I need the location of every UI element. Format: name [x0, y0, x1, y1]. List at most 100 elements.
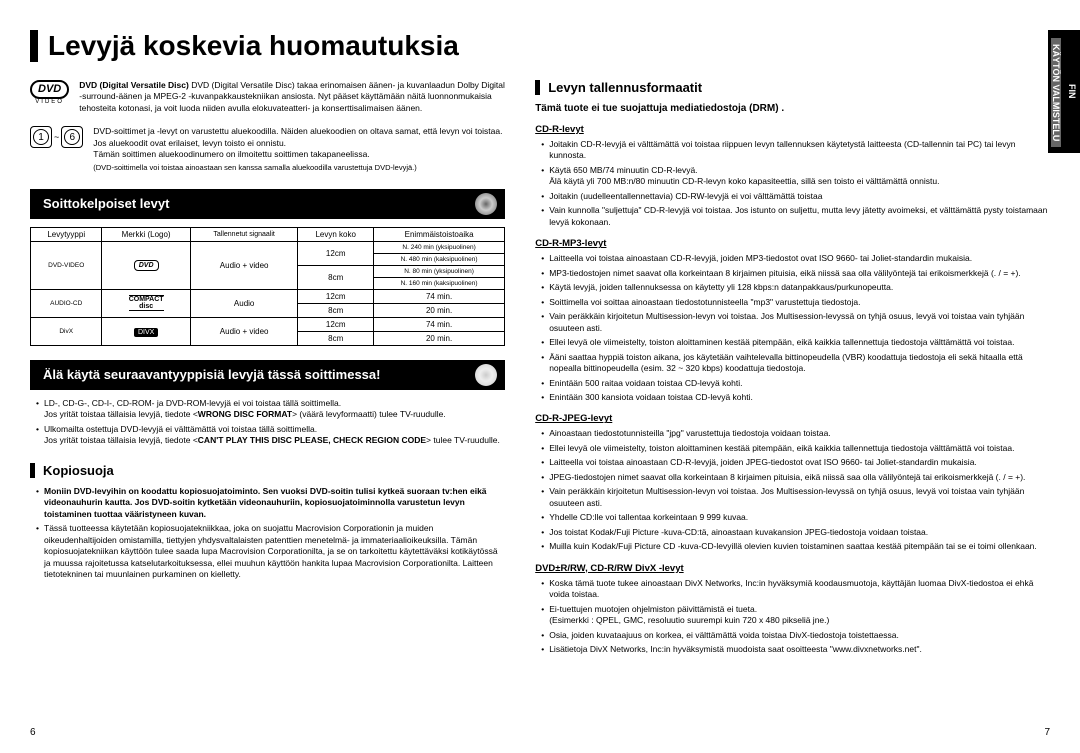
dvdrrw-bullets: Koska tämä tuote tukee ainoastaan DivX N…: [535, 578, 1050, 656]
left-column: DVD VIDEO DVD (Digital Versatile Disc) D…: [30, 80, 505, 658]
region-line2: Tämän soittimen aluekoodinumero on ilmoi…: [93, 149, 505, 160]
td-74-2: 74 min.: [373, 317, 504, 331]
mp3-b5: Vain peräkkäin kirjoitetun Multisession-…: [541, 311, 1050, 334]
td-8-1: 8cm: [298, 265, 374, 289]
disc-table: Levytyyppi Merkki (Logo) Tallennetut sig…: [30, 227, 505, 346]
th-maxtime: Enimmäistoistoaika: [373, 227, 504, 241]
td-divx-logo: DIVX: [102, 317, 190, 345]
jpeg-b2: Ellei levyä ole viimeistelty, toiston al…: [541, 443, 1050, 454]
disc-icon: [475, 193, 497, 215]
td-8-3: 8cm: [298, 331, 374, 345]
region-tilde: ~: [54, 132, 59, 142]
td-cd-logo: COMPACTdisc: [102, 289, 190, 317]
td-av1: Audio + video: [190, 241, 298, 289]
jpeg-b3: Laitteella voi toistaa ainoastaan CD-R-l…: [541, 457, 1050, 468]
td-12-1: 12cm: [298, 241, 374, 265]
cdrjpeg-bullets: Ainoastaan tiedostotunnisteilla "jpg" va…: [535, 428, 1050, 552]
td-8-2: 8cm: [298, 303, 374, 317]
divx-b3: Osia, joiden kuvataajuus on korkea, ei v…: [541, 630, 1050, 641]
td-74-1: 74 min.: [373, 289, 504, 303]
mp3-b9: Enintään 300 kansiota voidaan toistaa CD…: [541, 392, 1050, 403]
region-code-6: 6: [61, 126, 83, 148]
section-storage: Levyn tallennusformaatit: [535, 80, 1050, 95]
td-12-3: 12cm: [298, 317, 374, 331]
th-signals: Tallennetut signaalit: [190, 227, 298, 241]
jpeg-b1: Ainoastaan tiedostotunnisteilla "jpg" va…: [541, 428, 1050, 439]
td-audiocd: AUDIO-CD: [31, 289, 102, 317]
right-column: Levyn tallennusformaatit Tämä tuote ei t…: [535, 80, 1050, 658]
region-icons: 1 ~ 6: [30, 126, 83, 148]
region-line1: DVD-soittimet ja -levyt on varustettu al…: [93, 126, 505, 149]
mp3-b1: Laitteella voi toistaa ainoastaan CD-R-l…: [541, 253, 1050, 264]
td-480: N. 480 min (kaksipuolinen): [373, 253, 504, 265]
section-playable-title: Soittokelpoiset levyt: [43, 196, 169, 211]
th-logo: Merkki (Logo): [102, 227, 190, 241]
cdr-b3: Joitakin (uudelleentallennettavia) CD-RW…: [541, 191, 1050, 202]
dont-b2: Ulkomailta ostettuja DVD-levyjä ei vältt…: [36, 424, 505, 447]
section-dont-use: Älä käytä seuraavantyyppisiä levyjä täss…: [30, 360, 505, 390]
copy-bullets: Moniin DVD-levyihin on koodattu kopiosuo…: [30, 486, 505, 581]
td-80: N. 80 min (yksipuolinen): [373, 265, 504, 277]
td-12-2: 12cm: [298, 289, 374, 303]
cdr-b1: Joitakin CD-R-levyjä ei välttämättä voi …: [541, 139, 1050, 162]
dvd-logo-box: DVD VIDEO: [30, 80, 69, 114]
mp3-b7: Ääni saattaa hyppiä toiston aikana, jos …: [541, 352, 1050, 375]
cdr-heading: CD-R-levyt: [535, 124, 1050, 135]
jpeg-b8: Muilla kuin Kodak/Fuji Picture CD -kuva-…: [541, 541, 1050, 552]
cdr-bullets: Joitakin CD-R-levyjä ei välttämättä voi …: [535, 139, 1050, 228]
dvd-intro-block: DVD VIDEO DVD (Digital Versatile Disc) D…: [30, 80, 505, 114]
cdr-b4: Vain kunnolla "suljettuja" CD-R-levyjä v…: [541, 205, 1050, 228]
side-section-label: KÄYTÖN VALMISTELU: [1051, 38, 1061, 147]
section-playable-discs: Soittokelpoiset levyt: [30, 189, 505, 219]
td-20-2: 20 min.: [373, 331, 504, 345]
copy-b2: Tässä tuotteessa käytetään kopiosuojatek…: [36, 523, 505, 580]
lang-tag: FIN: [1067, 80, 1077, 103]
cdr-b2: Käytä 650 MB/74 minuutin CD-R-levyä.Älä …: [541, 165, 1050, 188]
page-title: Levyjä koskevia huomautuksia: [30, 30, 1050, 62]
dont-b1: LD-, CD-G-, CD-I-, CD-ROM- ja DVD-ROM-le…: [36, 398, 505, 421]
td-divx: DivX: [31, 317, 102, 345]
td-av2: Audio + video: [190, 317, 298, 345]
region-block: 1 ~ 6 DVD-soittimet ja -levyt on varuste…: [30, 126, 505, 173]
th-size: Levyn koko: [298, 227, 374, 241]
mp3-b3: Käytä levyjä, joiden tallennuksessa on k…: [541, 282, 1050, 293]
dvd-intro-text: DVD (Digital Versatile Disc) DVD (Digita…: [79, 80, 505, 114]
region-small: (DVD-soittimella voi toistaa ainoastaan …: [93, 163, 505, 173]
dvd-logo-sub: VIDEO: [30, 99, 69, 105]
mp3-b6: Ellei levyä ole viimeistelty, toiston al…: [541, 337, 1050, 348]
content-columns: DVD VIDEO DVD (Digital Versatile Disc) D…: [30, 80, 1050, 658]
section-copy: Kopiosuoja: [30, 463, 505, 478]
mp3-b8: Enintään 500 raitaa voidaan toistaa CD-l…: [541, 378, 1050, 389]
td-audio: Audio: [190, 289, 298, 317]
page-number-left: 6: [30, 727, 36, 738]
copy-b1: Moniin DVD-levyihin on koodattu kopiosuo…: [36, 486, 505, 520]
cdrjpeg-heading: CD-R-JPEG-levyt: [535, 413, 1050, 424]
drm-note: Tämä tuote ei tue suojattuja mediatiedos…: [535, 103, 1050, 114]
dont-bullets: LD-, CD-G-, CD-I-, CD-ROM- ja DVD-ROM-le…: [30, 398, 505, 447]
divx-b2: Ei-tuettujen muotojen ohjelmiston päivit…: [541, 604, 1050, 627]
th-type: Levytyyppi: [31, 227, 102, 241]
section-dont-title: Älä käytä seuraavantyyppisiä levyjä täss…: [43, 367, 380, 382]
cdrmp3-heading: CD-R-MP3-levyt: [535, 238, 1050, 249]
td-dvdvideo: DVD-VIDEO: [31, 241, 102, 289]
td-20-1: 20 min.: [373, 303, 504, 317]
dvd-logo: DVD: [30, 80, 69, 99]
td-240: N. 240 min (yksipuolinen): [373, 241, 504, 253]
dvdrrw-heading: DVD±R/RW, CD-R/RW DivX -levyt: [535, 563, 1050, 574]
region-code-1: 1: [30, 126, 52, 148]
jpeg-b7: Jos toistat Kodak/Fuji Picture -kuva-CD:…: [541, 527, 1050, 538]
td-160: N. 160 min (kaksipuolinen): [373, 277, 504, 289]
jpeg-b6: Yhdelle CD:lle voi tallentaa korkeintaan…: [541, 512, 1050, 523]
divx-b4: Lisätietoja DivX Networks, Inc:in hyväks…: [541, 644, 1050, 655]
no-disc-icon: [475, 364, 497, 386]
mp3-b2: MP3-tiedostojen nimet saavat olla korkei…: [541, 268, 1050, 279]
td-dvd-logo: DVD: [102, 241, 190, 289]
page-number-right: 7: [1044, 727, 1050, 738]
side-tab: FIN KÄYTÖN VALMISTELU: [1048, 30, 1080, 153]
jpeg-b4: JPEG-tiedostojen nimet saavat olla korke…: [541, 472, 1050, 483]
region-text: DVD-soittimet ja -levyt on varustettu al…: [93, 126, 505, 173]
mp3-b4: Soittimella voi soittaa ainoastaan tiedo…: [541, 297, 1050, 308]
divx-b1: Koska tämä tuote tukee ainoastaan DivX N…: [541, 578, 1050, 601]
cdrmp3-bullets: Laitteella voi toistaa ainoastaan CD-R-l…: [535, 253, 1050, 403]
jpeg-b5: Vain peräkkäin kirjoitetun Multisession-…: [541, 486, 1050, 509]
